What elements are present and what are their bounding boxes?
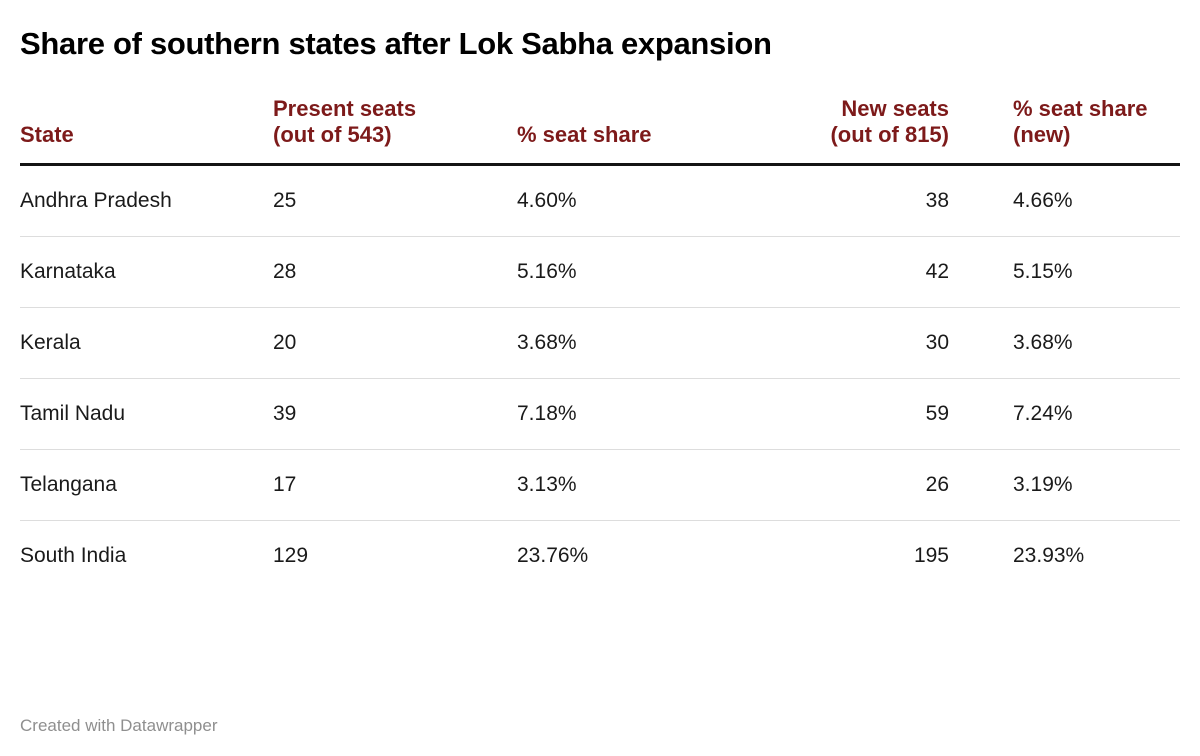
cell-new-seats: 195 bbox=[913, 544, 949, 568]
attribution-text: Created with Datawrapper bbox=[20, 716, 218, 735]
table-row: Kerala 20 3.68% 30 3.68% bbox=[20, 307, 1180, 380]
cell-state: Karnataka bbox=[20, 236, 273, 309]
cell-present-seats: 17 bbox=[273, 449, 517, 522]
header-row: State Present seats (out of 543) % seat … bbox=[20, 95, 1180, 167]
cell-state: South India bbox=[20, 544, 127, 568]
cell-state: Tamil Nadu bbox=[20, 378, 273, 451]
cell-seat-share: 3.13% bbox=[517, 449, 797, 522]
cell-state: Telangana bbox=[20, 449, 273, 522]
cell-present-seats: 39 bbox=[273, 378, 517, 451]
cell-seat-share-new: 4.66% bbox=[1007, 164, 1180, 238]
col-header-new-seats: New seats (out of 815) bbox=[797, 95, 1007, 167]
chart-title: Share of southern states after Lok Sabha… bbox=[20, 26, 772, 61]
cell-seat-share-new: 23.93% bbox=[1013, 544, 1085, 568]
cell-new-seats: 30 bbox=[797, 307, 1007, 380]
cell-new-seats: 26 bbox=[797, 449, 1007, 522]
cell-present-seats: 25 bbox=[273, 164, 517, 238]
table-row: Karnataka 28 5.16% 42 5.15% bbox=[20, 236, 1180, 309]
cell-seat-share-new: 5.15% bbox=[1007, 236, 1180, 309]
cell-seat-share: 4.60% bbox=[517, 164, 797, 238]
cell-new-seats: 59 bbox=[797, 378, 1007, 451]
col-header-present-seats: Present seats (out of 543) bbox=[273, 95, 517, 167]
cell-seat-share: 5.16% bbox=[517, 236, 797, 309]
cell-seat-share-new: 3.19% bbox=[1007, 449, 1180, 522]
cell-state: Andhra Pradesh bbox=[20, 164, 273, 238]
cell-seat-share: 3.68% bbox=[517, 307, 797, 380]
col-header-state: State bbox=[20, 95, 273, 167]
cell-seat-share: 7.18% bbox=[517, 378, 797, 451]
cell-present-seats: 20 bbox=[273, 307, 517, 380]
cell-present-seats: 28 bbox=[273, 236, 517, 309]
col-header-seat-share: % seat share bbox=[517, 95, 797, 167]
table-row: Tamil Nadu 39 7.18% 59 7.24% bbox=[20, 378, 1180, 451]
cell-present-seats: 129 bbox=[273, 544, 309, 568]
cell-seat-share-new: 3.68% bbox=[1007, 307, 1180, 380]
col-header-seat-share-new: % seat share (new) bbox=[1007, 95, 1180, 167]
cell-new-seats: 38 bbox=[797, 164, 1007, 238]
data-table: State Present seats (out of 543) % seat … bbox=[20, 95, 1180, 592]
cell-seat-share: 23.76% bbox=[517, 544, 589, 568]
table-row: South India 129 23.76% 195 23.93% bbox=[20, 521, 1180, 592]
cell-seat-share-new: 7.24% bbox=[1007, 378, 1180, 451]
table-row: Andhra Pradesh 25 4.60% 38 4.66% bbox=[20, 164, 1180, 238]
cell-state: Kerala bbox=[20, 307, 273, 380]
cell-new-seats: 42 bbox=[797, 236, 1007, 309]
table-row: Telangana 17 3.13% 26 3.19% bbox=[20, 449, 1180, 522]
